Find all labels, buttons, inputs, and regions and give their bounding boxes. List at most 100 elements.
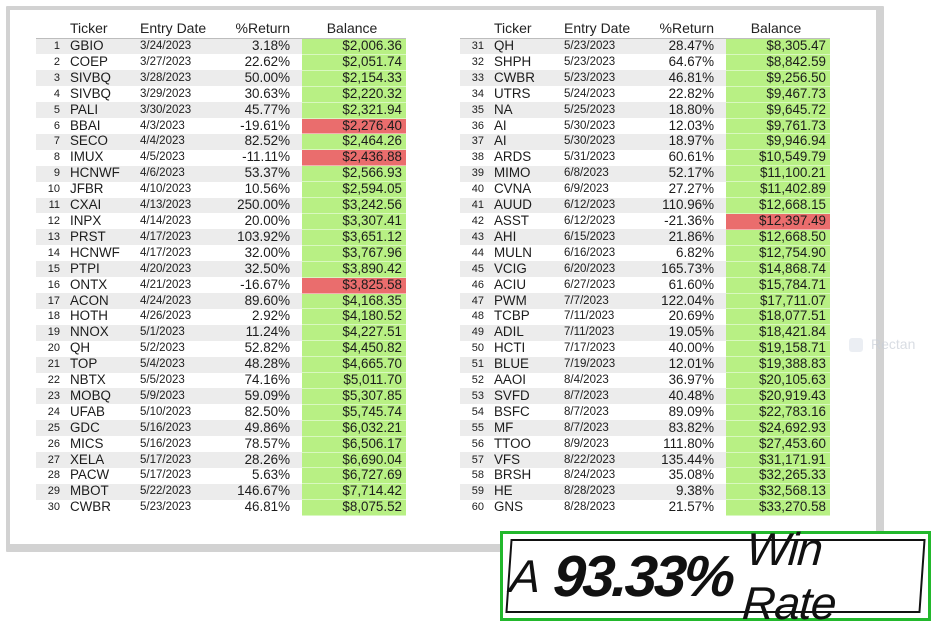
balance-cell: $4,168.35 [302, 293, 406, 310]
return-cell: -11.11% [220, 149, 302, 166]
balance-cell: $12,754.90 [726, 245, 830, 262]
balance-cell: $2,051.74 [302, 54, 406, 71]
balance-cell: $4,180.52 [302, 308, 406, 326]
entry-date-cell: 4/14/2023 [140, 213, 220, 230]
return-cell: 52.17% [644, 165, 726, 182]
row-index: 40 [460, 181, 484, 198]
row-index: 60 [460, 499, 484, 516]
ticker-cell: MBOT [60, 483, 140, 500]
entry-date-cell: 3/29/2023 [140, 86, 220, 103]
ticker-cell: INPX [60, 213, 140, 230]
ticker-cell: HCNWF [60, 165, 140, 182]
table-row: 36 AI 5/30/2023 12.03% $9,761.73 [460, 118, 830, 135]
table-row: 8 IMUX 4/5/2023 -11.11% $2,436.88 [36, 149, 406, 167]
balance-cell: $31,171.91 [726, 452, 830, 469]
entry-date-cell: 4/4/2023 [140, 133, 220, 150]
table-row: 25 GDC 5/16/2023 49.86% $6,032.21 [36, 420, 406, 437]
ticker-cell: HOTH [60, 308, 140, 325]
row-index: 46 [460, 277, 484, 293]
balance-cell: $8,075.52 [302, 499, 406, 517]
return-cell: 18.97% [644, 134, 726, 150]
ticker-cell: HE [484, 483, 564, 500]
balance-cell: $18,077.51 [726, 308, 830, 326]
row-index: 53 [460, 388, 484, 405]
balance-cell: $32,265.33 [726, 468, 830, 485]
row-index: 17 [36, 293, 60, 309]
row-index: 5 [36, 102, 60, 119]
return-cell: 32.00% [220, 245, 302, 262]
return-cell: 10.56% [220, 181, 302, 198]
entry-date-cell: 5/9/2023 [140, 388, 220, 405]
win-rate-percent: 93.33% [551, 543, 735, 609]
rectangle-icon [849, 338, 863, 353]
entry-date-cell: 8/7/2023 [564, 420, 644, 437]
return-cell: 9.38% [644, 483, 726, 500]
return-cell: 78.57% [220, 436, 302, 453]
header-index [460, 18, 484, 39]
return-cell: 89.09% [644, 404, 726, 421]
table-row: 7 SECO 4/4/2023 82.52% $2,464.26 [36, 133, 406, 151]
balance-cell: $6,032.21 [302, 420, 406, 437]
row-index: 20 [36, 340, 60, 357]
ticker-cell: BRSH [484, 468, 564, 484]
win-rate-banner-inner: A 93.33% Win Rate [505, 523, 926, 629]
ticker-cell: TTOO [484, 436, 564, 453]
balance-cell: $2,566.93 [302, 165, 406, 183]
ticker-cell: PTPI [60, 261, 140, 278]
row-index: 38 [460, 149, 484, 166]
entry-date-cell: 5/23/2023 [564, 54, 644, 71]
rectangle-tool-ghost[interactable]: Rectan [849, 330, 935, 358]
ticker-cell: SVFD [484, 388, 564, 405]
return-cell: 20.69% [644, 308, 726, 325]
win-rate-banner: A 93.33% Win Rate [500, 523, 931, 629]
balance-cell: $2,321.94 [302, 102, 406, 119]
table-row: 1 GBIO 3/24/2023 3.18% $2,006.36 [36, 38, 406, 55]
balance-cell: $12,397.49 [726, 213, 830, 230]
balance-cell: $11,100.21 [726, 165, 830, 183]
ticker-cell: COEP [60, 54, 140, 71]
header-return: %Return [220, 18, 302, 39]
return-cell: 18.80% [644, 102, 726, 119]
balance-cell: $33,270.58 [726, 499, 830, 517]
ticker-cell: ARDS [484, 149, 564, 166]
entry-date-cell: 5/25/2023 [564, 102, 644, 119]
row-index: 32 [460, 54, 484, 71]
row-index: 11 [36, 197, 60, 214]
header-ticker: Ticker [484, 18, 564, 39]
entry-date-cell: 5/31/2023 [564, 149, 644, 166]
return-cell: 5.63% [220, 468, 302, 484]
row-index: 56 [460, 436, 484, 453]
table-row: 54 BSFC 8/7/2023 89.09% $22,783.16 [460, 404, 830, 421]
return-cell: -19.61% [220, 118, 302, 134]
entry-date-cell: 8/4/2023 [564, 372, 644, 389]
row-index: 44 [460, 245, 484, 262]
table-body-left: 1 GBIO 3/24/2023 3.18% $2,006.36 2 COEP 3/27/20… [36, 38, 406, 517]
return-cell: 50.00% [220, 70, 302, 87]
table-row: 4 SIVBQ 3/29/2023 30.63% $2,220.32 [36, 86, 406, 103]
ticker-cell: MULN [484, 245, 564, 262]
table-row: 29 MBOT 5/22/2023 146.67% $7,714.42 [36, 483, 406, 501]
table-row: 16 ONTX 4/21/2023 -16.67% $3,825.58 [36, 277, 406, 294]
ticker-cell: AI [484, 118, 564, 134]
row-index: 12 [36, 213, 60, 230]
entry-date-cell: 4/20/2023 [140, 261, 220, 278]
row-index: 47 [460, 293, 484, 309]
ticker-cell: PACW [60, 468, 140, 484]
table-header-row: Ticker Entry Date %Return Balance [460, 18, 830, 39]
balance-cell: $12,668.50 [726, 229, 830, 246]
return-cell: 52.82% [220, 340, 302, 357]
row-index: 8 [36, 149, 60, 166]
ticker-cell: TOP [60, 356, 140, 373]
return-cell: 46.81% [220, 499, 302, 516]
row-index: 3 [36, 70, 60, 87]
return-cell: 83.82% [644, 420, 726, 437]
balance-cell: $10,549.79 [726, 149, 830, 167]
table-row: 20 QH 5/2/2023 52.82% $4,450.82 [36, 340, 406, 358]
entry-date-cell: 8/9/2023 [564, 436, 644, 453]
entry-date-cell: 5/5/2023 [140, 372, 220, 389]
return-cell: 27.27% [644, 181, 726, 198]
table-row: 60 GNS 8/28/2023 21.57% $33,270.58 [460, 499, 830, 517]
return-cell: 35.08% [644, 468, 726, 484]
row-index: 13 [36, 229, 60, 246]
entry-date-cell: 4/6/2023 [140, 165, 220, 182]
